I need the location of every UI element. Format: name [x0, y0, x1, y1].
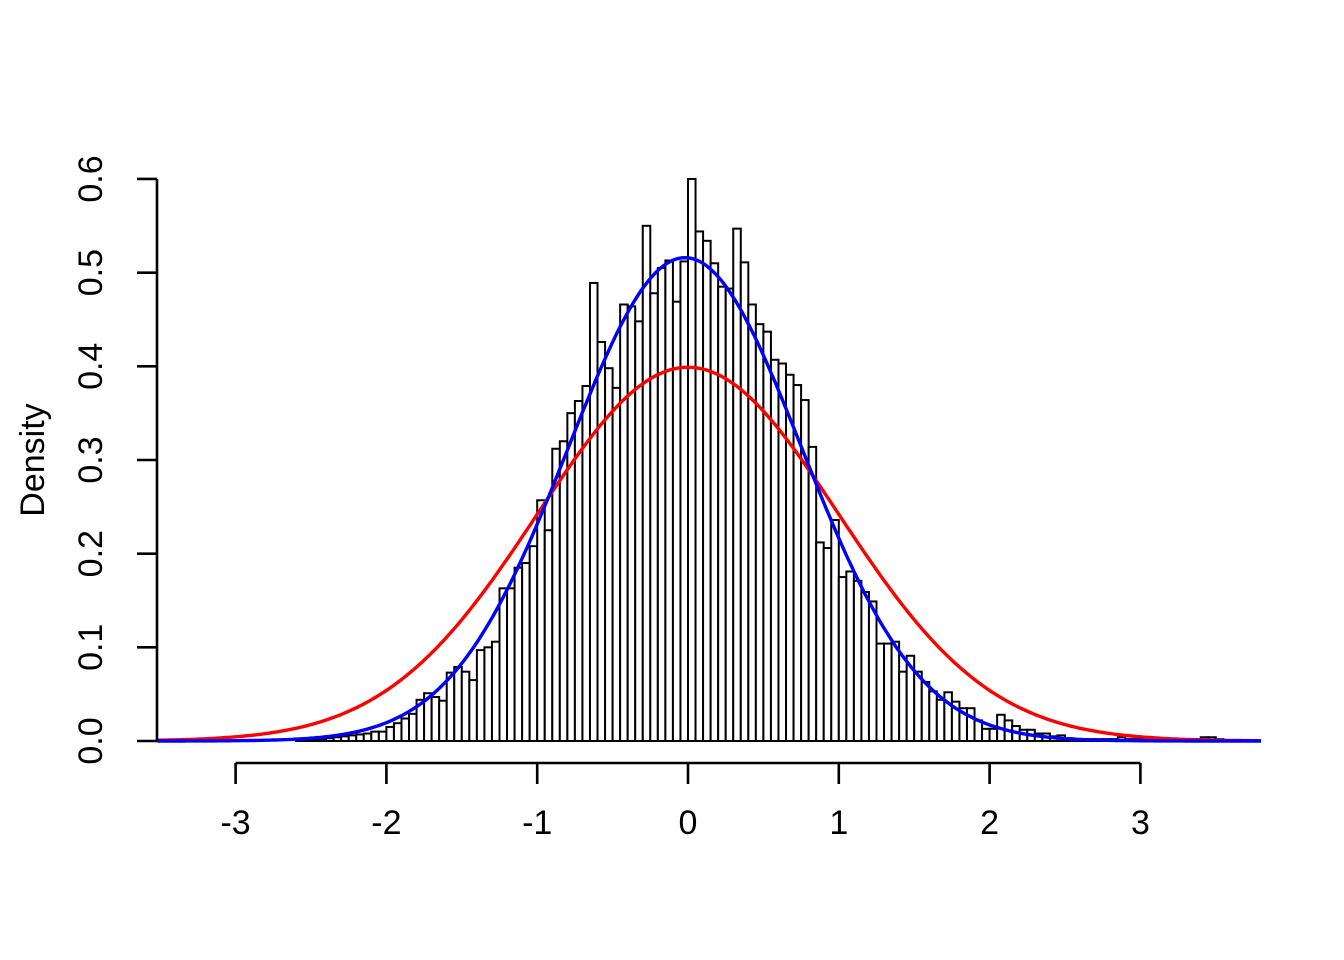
x-tick-label: -3: [220, 804, 250, 842]
y-tick-label: 0.4: [72, 343, 110, 390]
y-tick-label: 0.2: [72, 530, 110, 577]
x-tick-label: 0: [679, 804, 698, 842]
density-curves: [157, 256, 1261, 743]
y-tick-label: 0.6: [72, 155, 110, 202]
y-tick-label: 0.0: [72, 717, 110, 764]
y-tick-label: 0.1: [72, 624, 110, 671]
x-axis: -3 -2 -1 0 1 2 3: [220, 761, 1150, 842]
y-axis: 0.0 0.1 0.2 0.3 0.4 0.5 0.6: [72, 155, 159, 765]
x-tick-label: -2: [371, 804, 401, 842]
x-tick-label: 3: [1131, 804, 1150, 842]
histogram-bars: [294, 177, 1225, 743]
y-tick-label: 0.3: [72, 436, 110, 483]
x-tick-label: 1: [829, 804, 848, 842]
x-tick-label: -1: [522, 804, 552, 842]
y-tick-label: 0.5: [72, 249, 110, 296]
y-axis-title: Density: [14, 403, 52, 516]
x-tick-label: 2: [980, 804, 999, 842]
